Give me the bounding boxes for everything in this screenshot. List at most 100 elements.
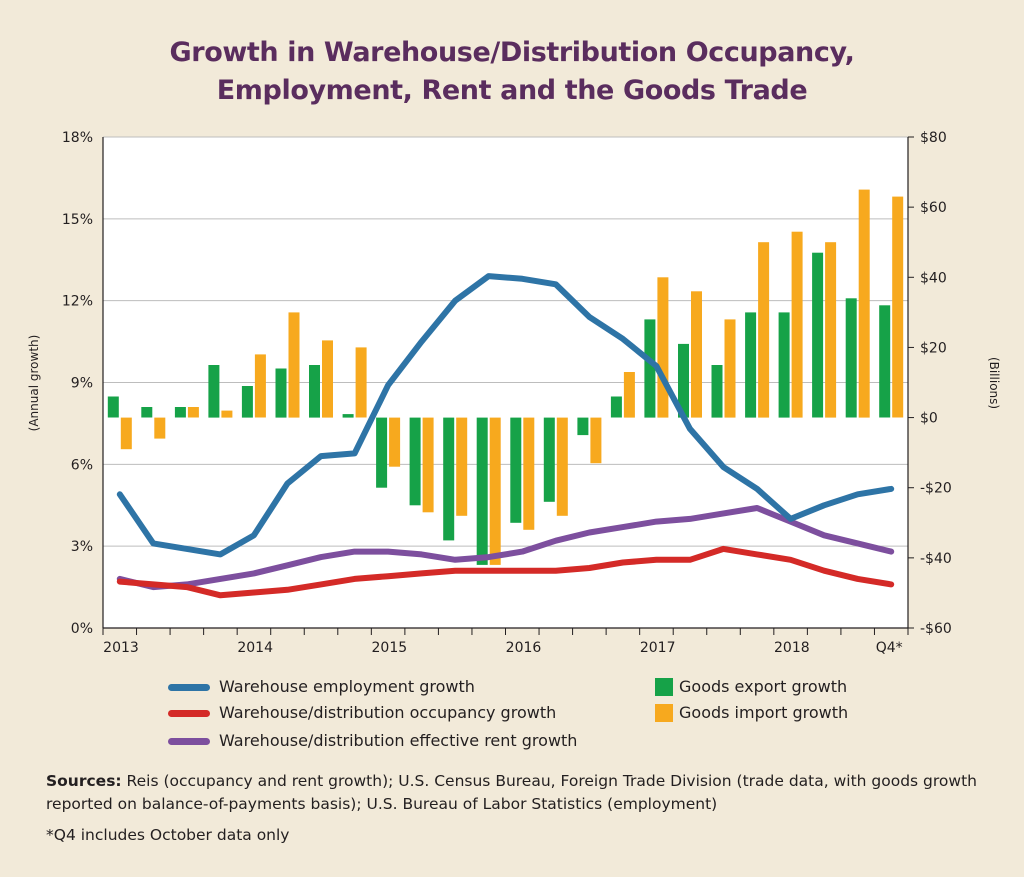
export-bar-23 xyxy=(879,305,891,418)
left-tick-label-3: 9% xyxy=(71,376,93,392)
export-bar-19 xyxy=(745,312,757,418)
series-line-0 xyxy=(116,273,895,558)
import-bar-13 xyxy=(556,417,568,516)
legend-label-occupancy: Warehouse/distribution occupancy growth xyxy=(219,703,557,722)
legend-swatch-export xyxy=(655,678,673,696)
import-bar-5 xyxy=(288,312,300,418)
import-bar-7 xyxy=(355,347,367,418)
legend-label-export: Goods export growth xyxy=(679,677,848,696)
x-tick-label-0: 2013 xyxy=(103,640,139,656)
x-tick-label-5: 2018 xyxy=(774,640,810,656)
left-tick-label-5: 3% xyxy=(71,539,93,555)
sources-note: Sources: Reis (occupancy and rent growth… xyxy=(46,770,986,816)
export-bar-22 xyxy=(845,298,857,418)
import-bar-1 xyxy=(154,417,166,439)
lines-group xyxy=(116,273,895,599)
export-bar-18 xyxy=(711,365,723,418)
right-axis-title: (Billions) xyxy=(987,357,1001,409)
export-bar-10 xyxy=(443,417,455,541)
export-bar-2 xyxy=(174,407,186,418)
x-tick-label-3: 2016 xyxy=(506,640,542,656)
legend-swatch-rent xyxy=(168,738,210,745)
legend-swatch-employment xyxy=(168,684,210,691)
axes-group xyxy=(102,136,914,635)
grid-lines xyxy=(103,136,908,629)
import-bar-11 xyxy=(489,417,501,565)
chart-title-line-2: Employment, Rent and the Goods Trade xyxy=(216,75,808,106)
import-bar-15 xyxy=(623,372,635,418)
import-bar-9 xyxy=(422,417,434,513)
import-bar-22 xyxy=(858,189,870,418)
sources-label: Sources: xyxy=(46,772,122,790)
chart-svg: 18% 15% 12% 9% 6% 3% 0% $80 $60 $40 $20 $0 -$20 -$40… xyxy=(27,130,1001,656)
chart-title: Growth in Warehouse/Distribution Occupan… xyxy=(0,34,1024,110)
export-bar-16 xyxy=(644,319,656,418)
left-axis-title: (Annual growth) xyxy=(27,335,41,432)
export-bar-4 xyxy=(241,386,253,418)
import-bar-21 xyxy=(825,242,837,418)
export-bar-8 xyxy=(376,417,388,488)
right-tick-label-1: $60 xyxy=(920,200,947,216)
right-tick-label-3: $20 xyxy=(920,340,947,356)
footnote: *Q4 includes October data only xyxy=(46,826,290,844)
sources-text: Reis (occupancy and rent growth); U.S. C… xyxy=(46,772,977,813)
right-tick-label-4: $0 xyxy=(920,411,938,427)
import-bar-19 xyxy=(758,242,770,418)
export-bar-5 xyxy=(275,368,287,418)
right-tick-label-2: $40 xyxy=(920,270,947,286)
export-bar-9 xyxy=(409,417,421,506)
right-tick-label-6: -$40 xyxy=(920,551,952,567)
export-bar-7 xyxy=(342,414,354,418)
left-tick-label-6: 0% xyxy=(71,621,93,637)
export-bar-14 xyxy=(577,417,589,436)
right-tick-label-5: -$20 xyxy=(920,481,952,497)
left-tick-label-1: 15% xyxy=(62,212,93,228)
chart-title-line-1: Growth in Warehouse/Distribution Occupan… xyxy=(169,37,855,68)
export-bar-11 xyxy=(476,417,488,565)
right-tick-labels: $80 $60 $40 $20 $0 -$20 -$40 -$60 xyxy=(920,130,952,637)
legend-swatch-import xyxy=(655,704,673,722)
x-tick-label-6: Q4* xyxy=(876,640,903,656)
x-tick-label-2: 2015 xyxy=(372,640,408,656)
import-bar-17 xyxy=(691,291,702,418)
export-bar-21 xyxy=(812,252,824,418)
left-tick-label-0: 18% xyxy=(62,130,93,146)
series-line-1 xyxy=(116,545,895,599)
legend-label-rent: Warehouse/distribution effective rent gr… xyxy=(219,731,578,750)
export-bar-3 xyxy=(208,365,220,418)
left-tick-label-4: 6% xyxy=(71,457,93,473)
legend-swatch-occupancy xyxy=(168,710,210,717)
export-bar-20 xyxy=(778,312,790,418)
export-bar-0 xyxy=(107,396,119,418)
export-bar-15 xyxy=(610,396,622,418)
import-bar-14 xyxy=(590,417,602,464)
import-bar-6 xyxy=(322,340,333,418)
x-tick-label-4: 2017 xyxy=(640,640,676,656)
bars-group xyxy=(107,189,904,565)
import-bar-20 xyxy=(791,231,803,418)
right-tick-label-7: -$60 xyxy=(920,621,952,637)
export-bar-13 xyxy=(543,417,555,502)
x-tick-label-1: 2014 xyxy=(237,640,273,656)
import-bar-12 xyxy=(523,417,535,530)
export-bar-12 xyxy=(510,417,522,523)
import-bar-10 xyxy=(456,417,468,516)
export-bar-6 xyxy=(309,365,320,418)
import-bar-0 xyxy=(120,417,132,450)
right-tick-label-0: $80 xyxy=(920,130,947,146)
export-bar-1 xyxy=(141,407,153,418)
export-bar-17 xyxy=(678,343,689,418)
import-bar-18 xyxy=(724,319,736,418)
left-tick-labels: 18% 15% 12% 9% 6% 3% 0% xyxy=(62,130,93,637)
import-bar-3 xyxy=(221,410,233,418)
series-line-2 xyxy=(116,505,895,591)
import-bar-23 xyxy=(892,196,904,418)
legend-label-employment: Warehouse employment growth xyxy=(219,677,475,696)
import-bar-4 xyxy=(254,354,266,418)
import-bar-16 xyxy=(657,277,669,418)
import-bar-2 xyxy=(187,407,199,418)
legend-label-import: Goods import growth xyxy=(679,703,849,722)
import-bar-8 xyxy=(389,417,401,467)
left-tick-label-2: 12% xyxy=(62,294,93,310)
x-tick-labels: 2013 2014 2015 2016 2017 2018 Q4* xyxy=(103,640,903,656)
